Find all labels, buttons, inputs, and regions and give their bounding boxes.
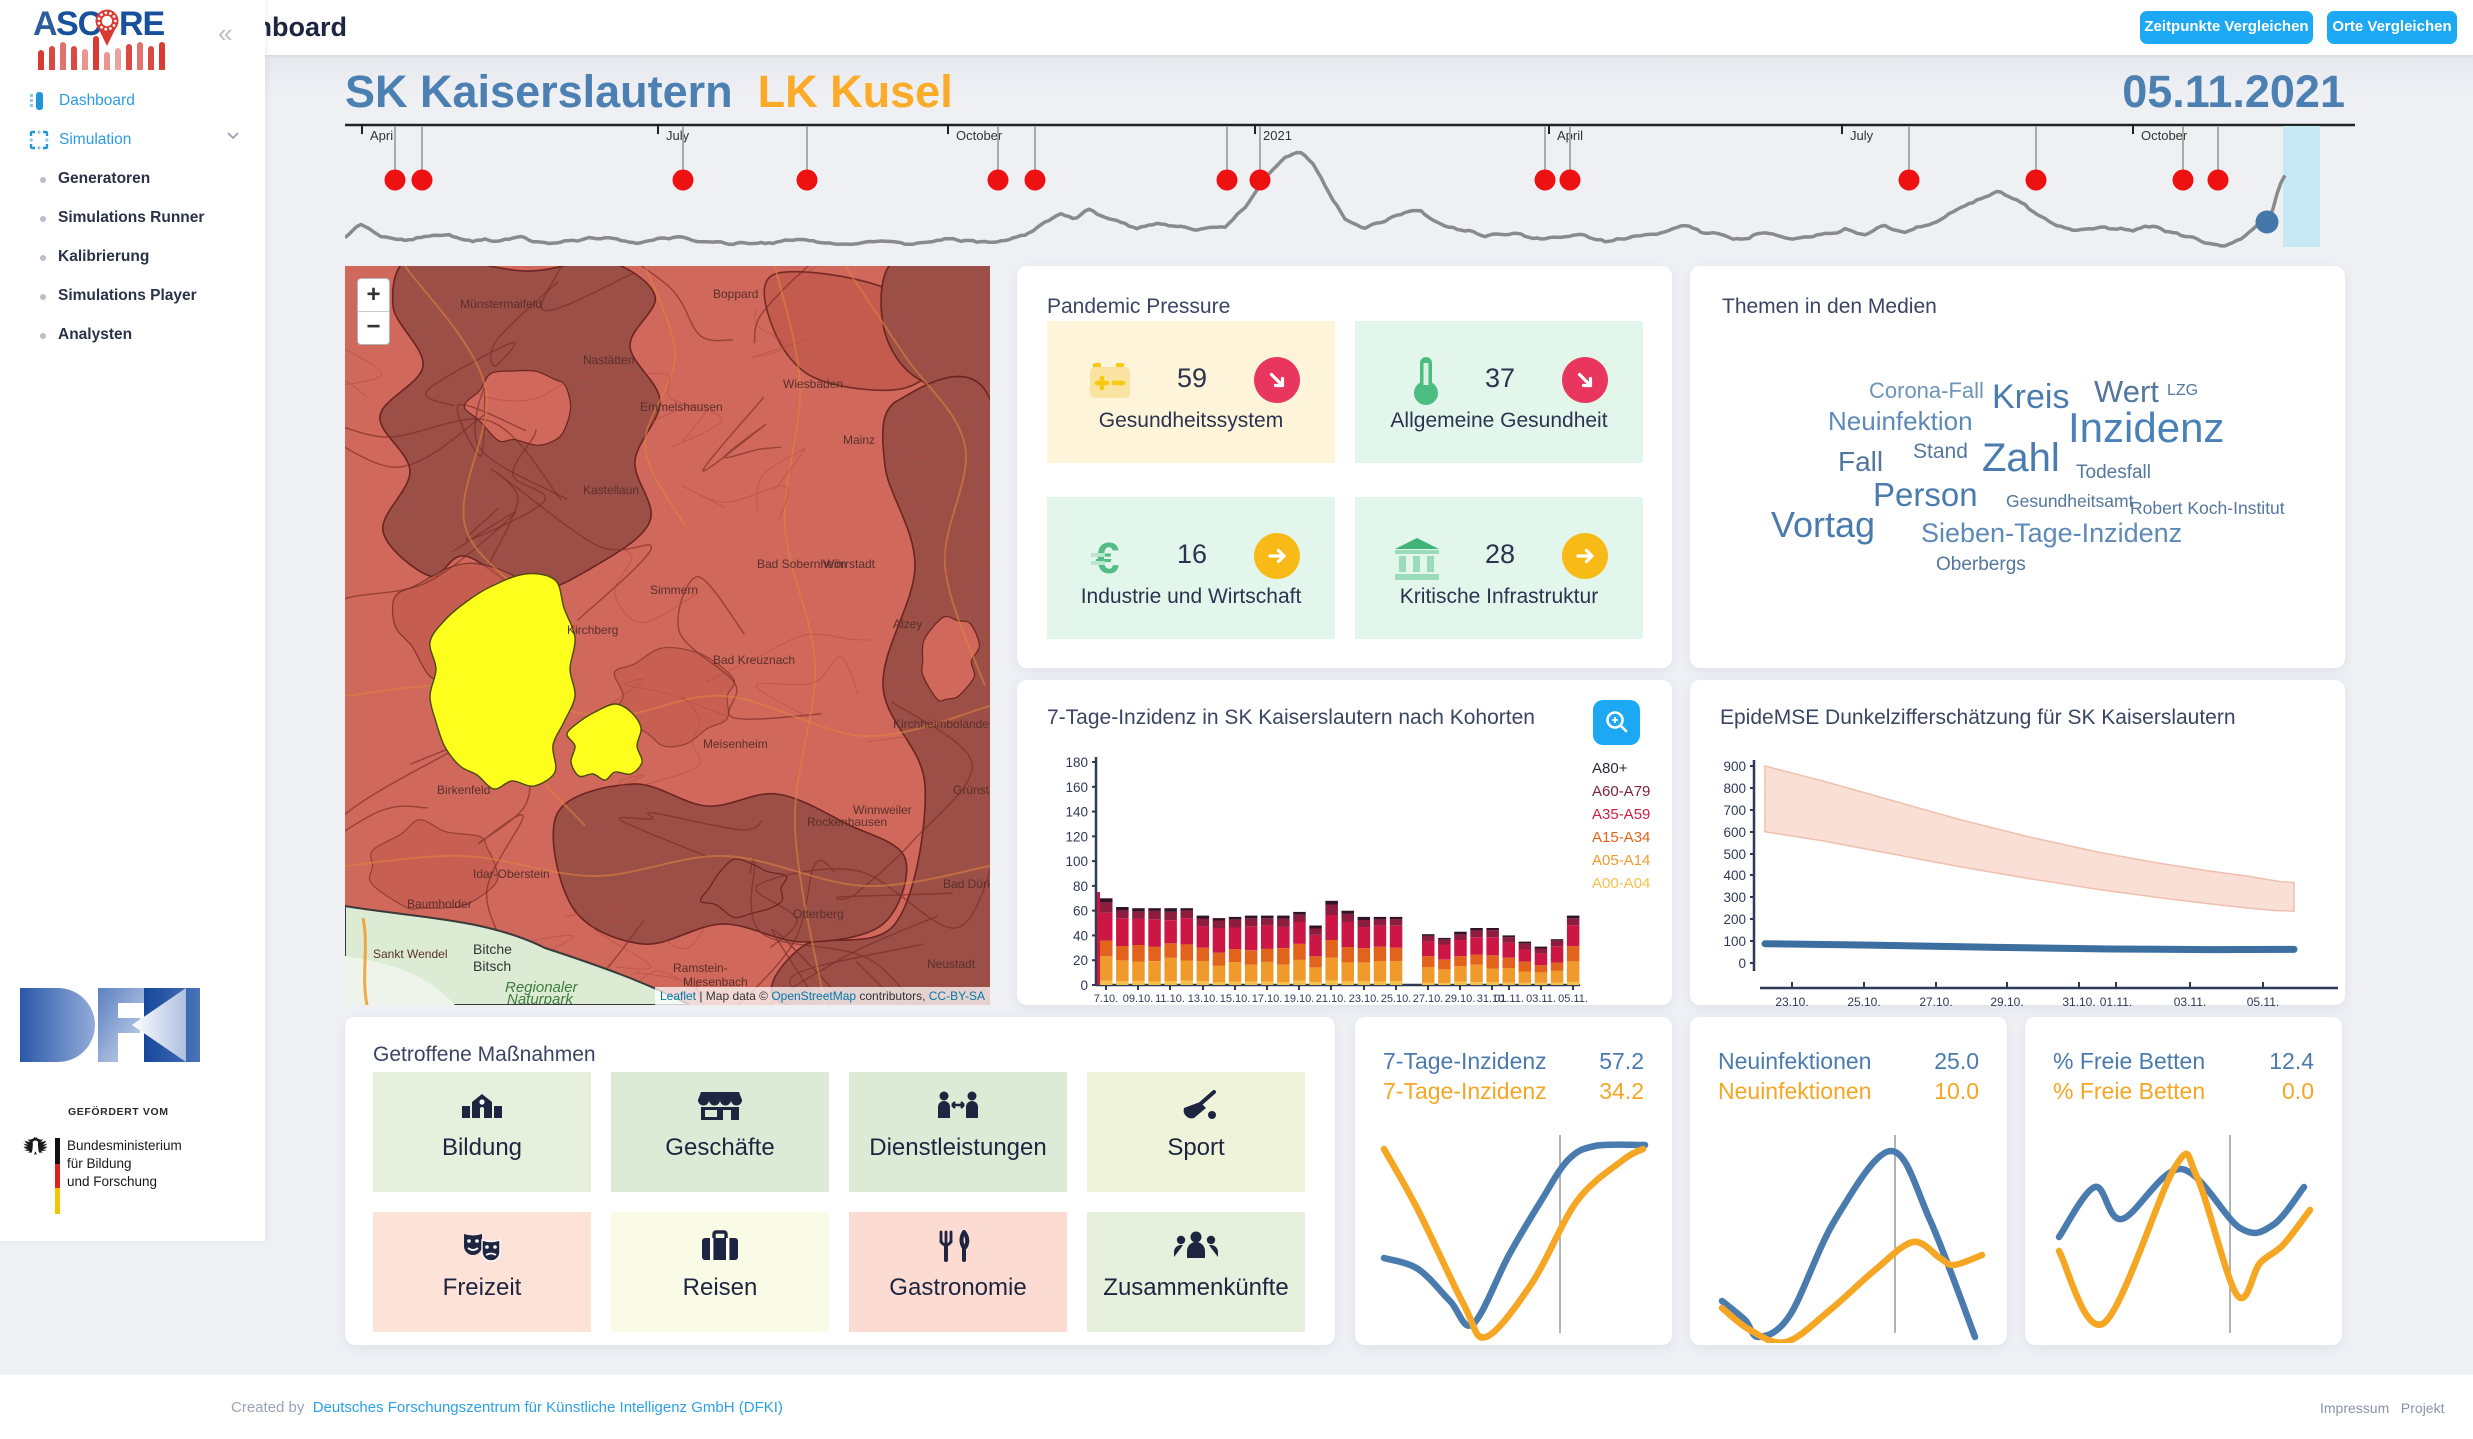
svg-text:09.10.: 09.10. [1123,993,1154,1005]
svg-text:April: April [370,128,396,143]
svg-text:120: 120 [1065,829,1088,844]
svg-text:Neustadt: Neustadt [927,957,976,971]
svg-text:A05-A14: A05-A14 [1592,852,1650,869]
svg-text:Bad Kreuznach: Bad Kreuznach [713,653,795,667]
svg-text:A80+: A80+ [1592,760,1628,777]
svg-text:03.11.: 03.11. [2174,995,2206,1009]
svg-text:Alzey: Alzey [893,617,922,631]
svg-text:Nastätten: Nastätten [583,353,634,367]
svg-text:900: 900 [1723,759,1746,774]
svg-text:Miesenbach: Miesenbach [683,975,748,989]
svg-text:A60-A79: A60-A79 [1592,783,1650,800]
svg-text:05.11.: 05.11. [1558,993,1588,1005]
svg-text:20: 20 [1073,953,1088,968]
svg-text:60: 60 [1073,904,1088,919]
svg-text:Meisenheim: Meisenheim [703,737,768,751]
svg-text:80: 80 [1073,879,1088,894]
svg-text:Emmelshausen: Emmelshausen [640,400,723,414]
svg-text:140: 140 [1065,805,1088,820]
svg-text:Bad Dürkheim: Bad Dürkheim [943,877,990,891]
svg-text:180: 180 [1065,755,1088,770]
svg-text:05.11.: 05.11. [2247,995,2279,1009]
svg-text:Kirchberg: Kirchberg [567,623,618,637]
svg-text:31.10.: 31.10. [1477,993,1508,1005]
svg-text:23.10.: 23.10. [1775,995,1808,1009]
svg-text:Wiesbaden: Wiesbaden [783,377,843,391]
svg-text:Winnweiler: Winnweiler [853,803,912,817]
svg-text:Bundesministerium: Bundesministerium [67,1138,182,1153]
svg-text:Wörrstadt: Wörrstadt [823,557,876,571]
svg-text:29.10.: 29.10. [1445,993,1476,1005]
svg-text:40: 40 [1073,928,1088,943]
svg-text:2021: 2021 [1263,128,1292,143]
svg-text:und Forschung: und Forschung [67,1174,157,1189]
svg-text:Baumholder: Baumholder [407,897,472,911]
svg-text:600: 600 [1723,825,1746,840]
svg-text:Sankt Wendel: Sankt Wendel [373,947,448,961]
svg-text:300: 300 [1723,890,1746,905]
svg-text:Bad Sobernheim: Bad Sobernheim [757,557,846,571]
svg-text:Münstermaifeld: Münstermaifeld [460,297,542,311]
svg-text:11.10.: 11.10. [1155,993,1185,1005]
svg-text:25.10.: 25.10. [1847,995,1880,1009]
svg-text:Idar-Oberstein: Idar-Oberstein [473,867,550,881]
svg-text:23.10.: 23.10. [1349,993,1380,1005]
svg-text:29.10.: 29.10. [1990,995,2023,1009]
svg-text:01.11.: 01.11. [1494,993,1524,1005]
svg-text:200: 200 [1723,912,1746,927]
svg-text:03.11.: 03.11. [1526,993,1556,1005]
svg-text:7.10.: 7.10. [1094,993,1118,1005]
svg-text:0: 0 [1080,978,1088,993]
svg-text:01.11.: 01.11. [2100,995,2132,1009]
svg-text:A15-A34: A15-A34 [1592,829,1650,846]
svg-text:17.10.: 17.10. [1252,993,1283,1005]
svg-text:A: A [33,5,58,43]
svg-text:Kirchheimbolanden: Kirchheimbolanden [893,717,990,731]
svg-text:Mainz: Mainz [843,433,875,447]
svg-text:31.10.: 31.10. [2062,995,2095,1009]
svg-text:Naturpark: Naturpark [507,991,574,1005]
svg-text:Grünstadt: Grünstadt [953,783,990,797]
svg-text:Bitche: Bitche [473,941,512,957]
svg-text:Kastellaun: Kastellaun [583,483,639,497]
svg-text:700: 700 [1723,803,1746,818]
svg-text:Bitsch: Bitsch [473,958,511,974]
svg-text:RE: RE [119,5,165,43]
svg-text:Rockenhausen: Rockenhausen [807,815,887,829]
svg-text:July: July [1850,128,1874,143]
svg-text:400: 400 [1723,868,1746,883]
svg-text:19.10.: 19.10. [1284,993,1315,1005]
svg-text:15.10.: 15.10. [1220,993,1251,1005]
svg-text:27.10.: 27.10. [1413,993,1444,1005]
svg-text:500: 500 [1723,847,1746,862]
svg-text:0: 0 [1738,956,1746,971]
svg-text:21.10.: 21.10. [1316,993,1347,1005]
svg-text:October: October [2141,128,2188,143]
svg-text:für Bildung: für Bildung [67,1156,132,1171]
svg-text:Birkenfeld: Birkenfeld [437,783,490,797]
svg-text:Regionaler: Regionaler [505,979,579,996]
svg-text:Boppard: Boppard [713,287,758,301]
svg-text:A00-A04: A00-A04 [1592,875,1650,892]
svg-text:25.10.: 25.10. [1381,993,1412,1005]
svg-text:13.10.: 13.10. [1188,993,1219,1005]
svg-text:Simmern: Simmern [650,583,698,597]
svg-text:27.10.: 27.10. [1919,995,1952,1009]
svg-text:Ramstein-: Ramstein- [673,961,728,975]
svg-text:100: 100 [1723,934,1746,949]
svg-text:July: July [666,128,690,143]
svg-text:October: October [956,128,1003,143]
svg-text:A35-A59: A35-A59 [1592,806,1650,823]
svg-text:100: 100 [1065,854,1088,869]
svg-text:€: € [1095,535,1119,581]
svg-text:Otterberg: Otterberg [793,907,844,921]
svg-text:800: 800 [1723,781,1746,796]
svg-text:160: 160 [1065,780,1088,795]
